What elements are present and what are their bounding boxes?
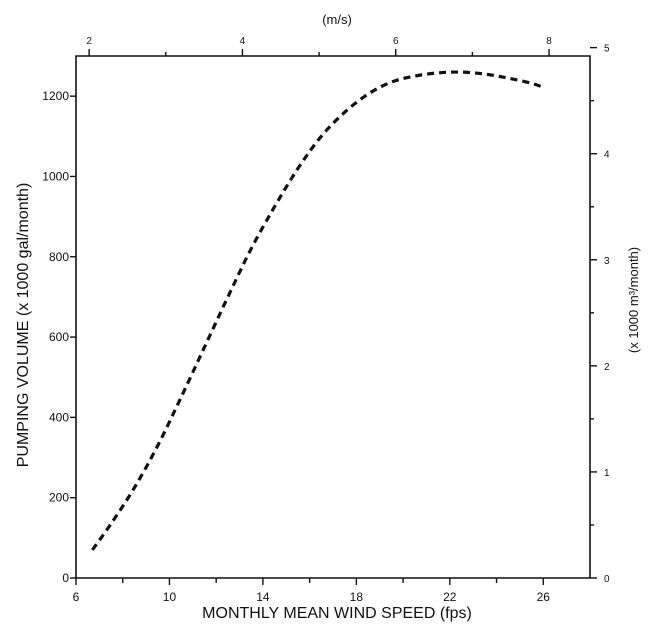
x-axis-title: MONTHLY MEAN WIND SPEED (fps) [202, 605, 472, 622]
y-right-tick-label: 0 [604, 574, 610, 585]
plot-frame [75, 55, 591, 579]
y-tick-label: 0 [62, 571, 69, 585]
y-right-tick-label: 1 [604, 468, 610, 479]
x-axis-top-title: (m/s) [322, 12, 352, 27]
y-tick-label: 400 [49, 410, 69, 424]
x-tick-label: 26 [537, 590, 551, 604]
series-group [91, 70, 544, 551]
y-right-tick-label: 5 [604, 44, 610, 55]
x-axis-bottom: 6 10 14 18 22 26 [73, 578, 551, 604]
x-axis-top: 2 4 6 8 [86, 36, 552, 56]
y-axis-right-title: (x 1000 m³/month) [626, 247, 641, 353]
y-tick-label: 600 [49, 330, 69, 344]
y-right-tick-label: 2 [604, 362, 610, 373]
y-tick-label: 1200 [42, 89, 69, 103]
y-axis-title: PUMPING VOLUME (x 1000 gal/month) [15, 183, 32, 468]
plot-border [75, 55, 591, 579]
x-top-tick-label: 2 [86, 36, 92, 47]
x-top-tick-label: 8 [546, 36, 552, 47]
y-tick-label: 200 [49, 491, 69, 505]
x-tick-label: 22 [443, 590, 457, 604]
x-top-tick-label: 4 [240, 36, 246, 47]
x-tick-label: 18 [350, 590, 364, 604]
y-right-tick-label: 3 [604, 256, 610, 267]
y-axis-left: 0 200 400 600 800 1000 1200 [42, 89, 76, 585]
x-top-tick-label: 6 [393, 36, 399, 47]
x-tick-label: 14 [256, 590, 270, 604]
y-tick-label: 800 [49, 250, 69, 264]
pumping-volume-curve [91, 70, 544, 551]
y-right-tick-label: 4 [604, 150, 610, 161]
y-tick-label: 1000 [42, 169, 69, 183]
y-axis-right: 0 1 2 3 4 5 [590, 44, 610, 585]
x-tick-label: 6 [73, 590, 80, 604]
x-tick-label: 10 [163, 590, 177, 604]
